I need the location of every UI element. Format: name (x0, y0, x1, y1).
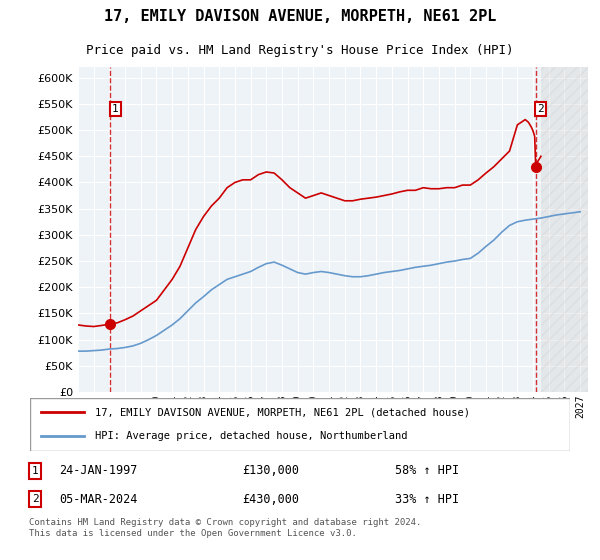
Text: 2: 2 (32, 494, 38, 504)
Text: 33% ↑ HPI: 33% ↑ HPI (395, 493, 459, 506)
Text: 05-MAR-2024: 05-MAR-2024 (59, 493, 137, 506)
Text: 58% ↑ HPI: 58% ↑ HPI (395, 464, 459, 477)
Text: 17, EMILY DAVISON AVENUE, MORPETH, NE61 2PL: 17, EMILY DAVISON AVENUE, MORPETH, NE61 … (104, 10, 496, 24)
Text: 24-JAN-1997: 24-JAN-1997 (59, 464, 137, 477)
Text: Contains HM Land Registry data © Crown copyright and database right 2024.
This d: Contains HM Land Registry data © Crown c… (29, 519, 422, 538)
Text: Price paid vs. HM Land Registry's House Price Index (HPI): Price paid vs. HM Land Registry's House … (86, 44, 514, 57)
Text: 17, EMILY DAVISON AVENUE, MORPETH, NE61 2PL (detached house): 17, EMILY DAVISON AVENUE, MORPETH, NE61 … (95, 408, 470, 418)
Text: HPI: Average price, detached house, Northumberland: HPI: Average price, detached house, Nort… (95, 431, 407, 441)
Text: 1: 1 (112, 104, 119, 114)
Text: £430,000: £430,000 (242, 493, 300, 506)
FancyBboxPatch shape (30, 398, 570, 451)
Text: 1: 1 (32, 466, 38, 476)
Text: £130,000: £130,000 (242, 464, 300, 477)
Text: 2: 2 (537, 104, 544, 114)
Bar (541, 67, 588, 392)
